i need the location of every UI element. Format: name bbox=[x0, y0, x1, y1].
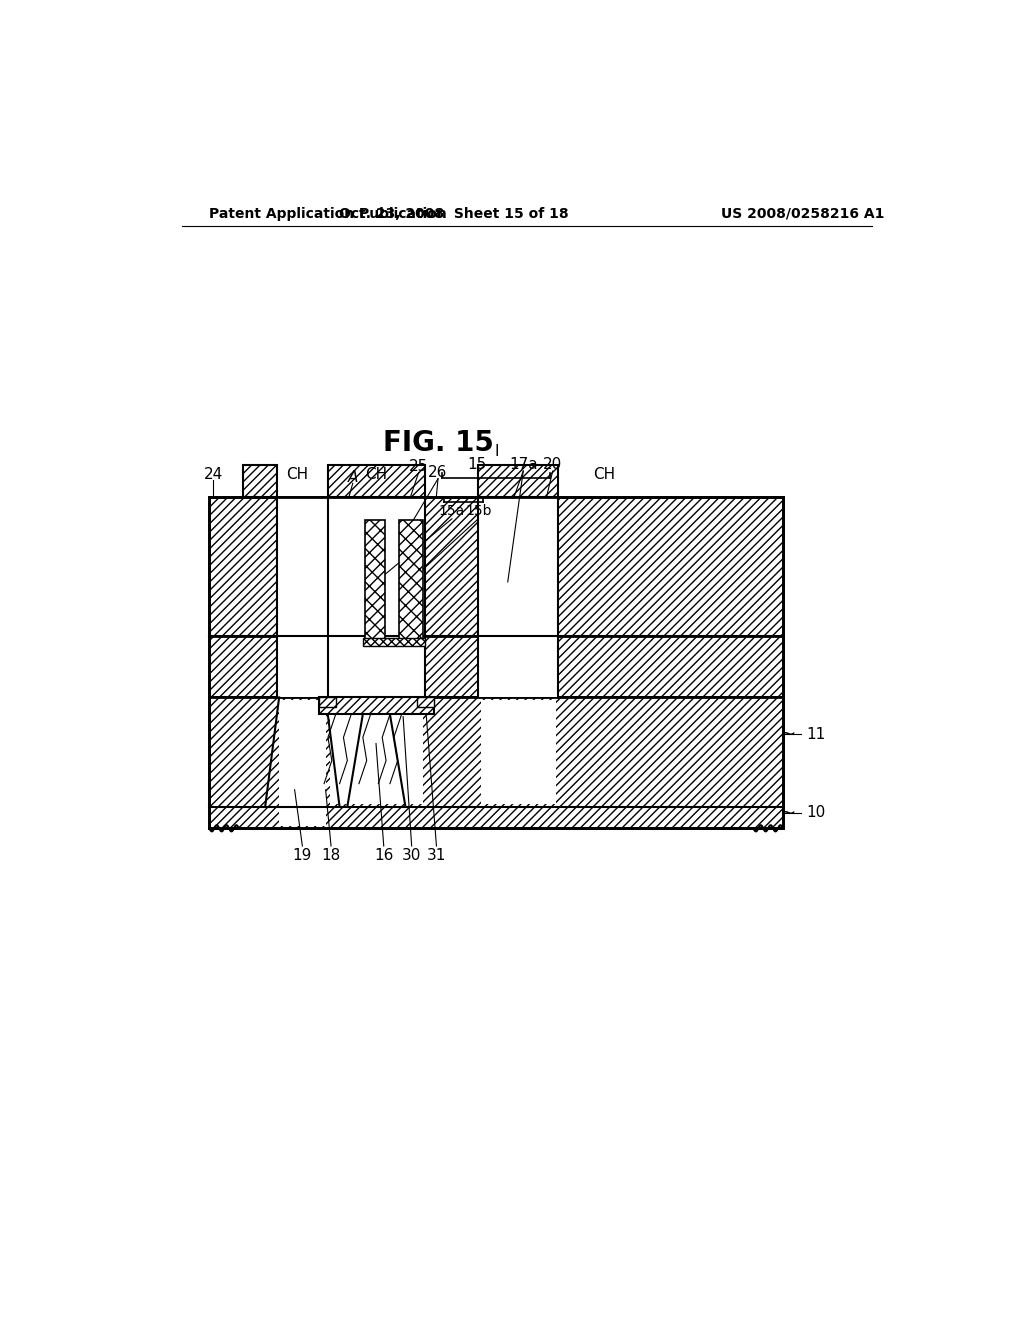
Bar bbox=[329, 498, 424, 635]
Text: 10: 10 bbox=[806, 805, 825, 821]
Text: Patent Application Publication: Patent Application Publication bbox=[209, 207, 447, 220]
Text: 19: 19 bbox=[293, 847, 312, 863]
Bar bbox=[243, 465, 276, 498]
Bar bbox=[318, 697, 434, 714]
Text: 25: 25 bbox=[409, 459, 428, 474]
Text: US 2008/0258216 A1: US 2008/0258216 A1 bbox=[721, 207, 884, 220]
Bar bbox=[280, 700, 326, 804]
Text: ~: ~ bbox=[780, 804, 797, 822]
Bar bbox=[399, 520, 423, 640]
Text: 16: 16 bbox=[374, 847, 393, 863]
Text: FIG. 15: FIG. 15 bbox=[383, 429, 494, 457]
Text: 11: 11 bbox=[806, 727, 825, 742]
Bar bbox=[318, 697, 336, 706]
Text: A: A bbox=[347, 470, 358, 486]
Text: CH: CH bbox=[365, 466, 387, 482]
Bar bbox=[417, 697, 434, 706]
Bar bbox=[479, 498, 557, 635]
Text: 15b: 15b bbox=[465, 504, 492, 517]
Bar bbox=[331, 714, 423, 804]
Text: 17a: 17a bbox=[509, 457, 538, 473]
Text: CH: CH bbox=[286, 466, 308, 482]
Text: 31: 31 bbox=[427, 847, 446, 863]
Text: 15a: 15a bbox=[439, 504, 465, 517]
Text: 24: 24 bbox=[204, 466, 223, 482]
Bar bbox=[276, 498, 328, 635]
Text: 15: 15 bbox=[467, 457, 486, 473]
Bar bbox=[276, 636, 328, 697]
Text: Oct. 23, 2008  Sheet 15 of 18: Oct. 23, 2008 Sheet 15 of 18 bbox=[339, 207, 568, 220]
Bar bbox=[480, 700, 556, 804]
Text: CH: CH bbox=[594, 466, 615, 482]
Bar bbox=[329, 636, 424, 697]
Bar bbox=[209, 498, 783, 636]
Text: I: I bbox=[495, 444, 499, 458]
Text: 18: 18 bbox=[322, 847, 341, 863]
Bar bbox=[362, 638, 425, 645]
Text: ~: ~ bbox=[780, 725, 797, 744]
Bar bbox=[280, 700, 326, 826]
Text: 30: 30 bbox=[402, 847, 421, 863]
Bar bbox=[209, 697, 783, 829]
Text: 26: 26 bbox=[428, 465, 447, 480]
Bar bbox=[479, 636, 557, 697]
Bar bbox=[366, 520, 385, 640]
Text: 20: 20 bbox=[543, 457, 562, 473]
Bar bbox=[478, 465, 558, 498]
Bar bbox=[209, 636, 783, 697]
Bar bbox=[328, 465, 425, 498]
